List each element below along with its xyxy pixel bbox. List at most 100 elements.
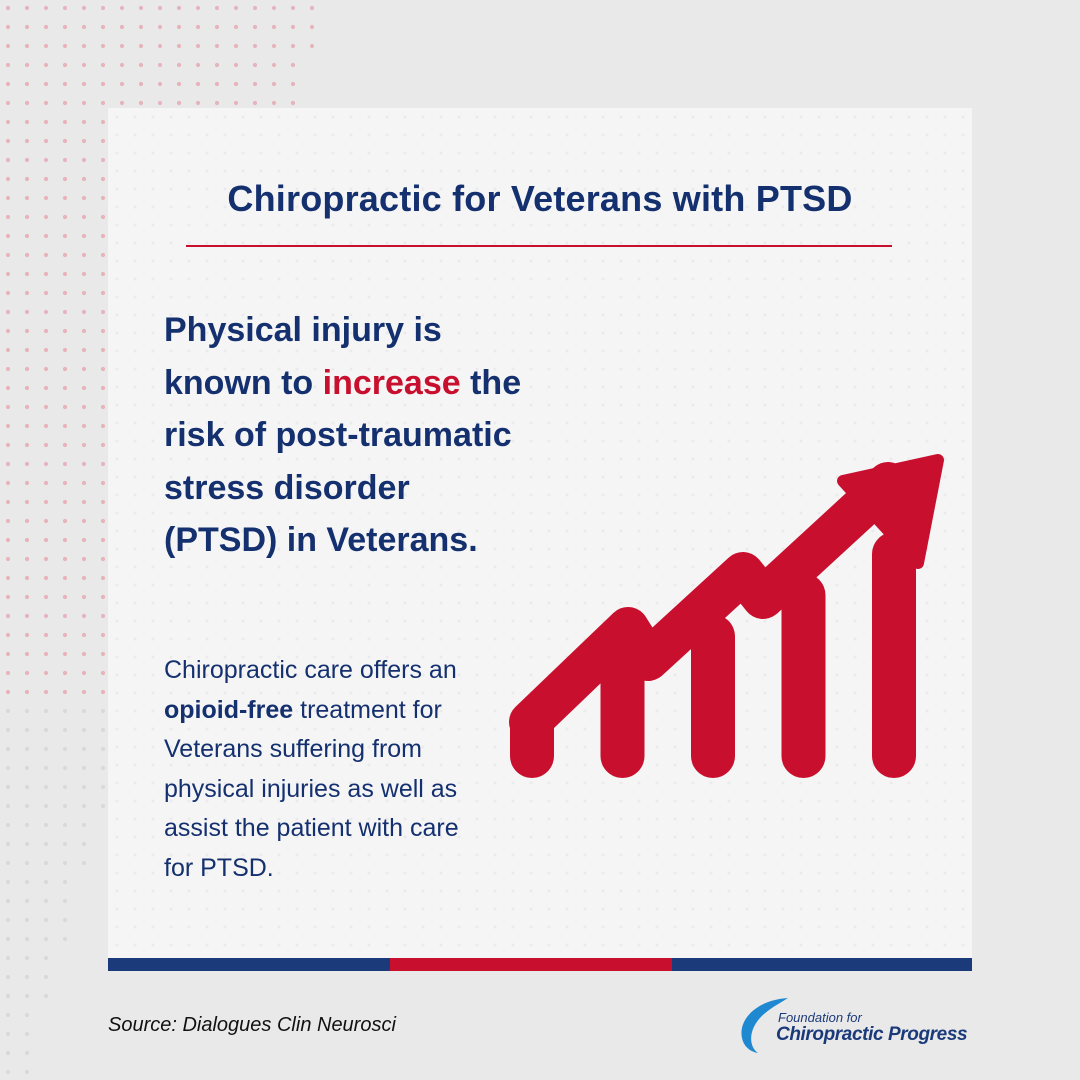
background-dot bbox=[290, 100, 296, 106]
background-dot bbox=[5, 214, 11, 220]
background-dot bbox=[195, 5, 201, 11]
background-dot bbox=[24, 955, 30, 961]
background-dot bbox=[43, 347, 49, 353]
background-dot bbox=[100, 594, 106, 600]
background-dot bbox=[5, 290, 11, 296]
background-dot bbox=[43, 5, 49, 11]
logo-text-line1: Foundation for bbox=[778, 1010, 862, 1025]
background-dot bbox=[62, 62, 68, 68]
background-dot bbox=[43, 290, 49, 296]
background-dot bbox=[5, 100, 11, 106]
background-dot bbox=[100, 480, 106, 486]
background-dot bbox=[24, 936, 30, 942]
background-dot bbox=[5, 138, 11, 144]
background-dot bbox=[5, 556, 11, 562]
background-dot bbox=[24, 138, 30, 144]
background-dot bbox=[43, 974, 49, 980]
background-dot bbox=[138, 43, 144, 49]
background-dot bbox=[24, 613, 30, 619]
background-dot bbox=[43, 43, 49, 49]
background-dot bbox=[24, 993, 30, 999]
background-dot bbox=[62, 442, 68, 448]
background-dot bbox=[43, 328, 49, 334]
background-dot bbox=[24, 518, 30, 524]
chart-bar bbox=[781, 573, 826, 778]
background-dot bbox=[100, 651, 106, 657]
background-dot bbox=[176, 100, 182, 106]
background-dot bbox=[214, 100, 220, 106]
background-dot bbox=[5, 727, 11, 733]
background-dot bbox=[43, 879, 49, 885]
background-dot bbox=[5, 1031, 11, 1037]
background-dot bbox=[24, 309, 30, 315]
background-dot bbox=[62, 385, 68, 391]
background-dot bbox=[157, 62, 163, 68]
background-dot bbox=[43, 955, 49, 961]
background-dot bbox=[62, 366, 68, 372]
background-dot bbox=[176, 81, 182, 87]
background-dot bbox=[5, 442, 11, 448]
background-dot bbox=[81, 271, 87, 277]
background-dot bbox=[24, 556, 30, 562]
background-dot bbox=[100, 271, 106, 277]
background-dot bbox=[24, 1069, 30, 1075]
headline-text-end: the risk of post-traumatic stress disord… bbox=[164, 363, 522, 560]
background-dot bbox=[176, 43, 182, 49]
background-dot bbox=[43, 670, 49, 676]
background-dot bbox=[24, 404, 30, 410]
background-dot bbox=[81, 746, 87, 752]
background-dot bbox=[5, 784, 11, 790]
background-dot bbox=[309, 24, 315, 30]
background-dot bbox=[43, 936, 49, 942]
background-dot bbox=[24, 157, 30, 163]
background-dot bbox=[100, 537, 106, 543]
background-dot bbox=[81, 24, 87, 30]
background-dot bbox=[233, 43, 239, 49]
background-dot bbox=[271, 24, 277, 30]
background-dot bbox=[100, 765, 106, 771]
background-dot bbox=[233, 100, 239, 106]
background-dot bbox=[24, 575, 30, 581]
background-dot bbox=[62, 461, 68, 467]
background-dot bbox=[81, 100, 87, 106]
background-dot bbox=[100, 708, 106, 714]
background-dot bbox=[119, 100, 125, 106]
background-dot bbox=[43, 727, 49, 733]
background-dot bbox=[157, 5, 163, 11]
background-dot bbox=[62, 727, 68, 733]
background-dot bbox=[5, 1012, 11, 1018]
background-dot bbox=[100, 632, 106, 638]
background-dot bbox=[43, 898, 49, 904]
background-dot bbox=[62, 81, 68, 87]
background-dot bbox=[43, 803, 49, 809]
background-dot bbox=[62, 138, 68, 144]
background-dot bbox=[24, 689, 30, 695]
background-dot bbox=[100, 81, 106, 87]
background-dot bbox=[62, 252, 68, 258]
background-dot bbox=[290, 62, 296, 68]
background-dot bbox=[100, 119, 106, 125]
background-dot bbox=[81, 594, 87, 600]
background-dot bbox=[252, 81, 258, 87]
background-dot bbox=[5, 803, 11, 809]
background-dot bbox=[119, 24, 125, 30]
background-dot bbox=[157, 24, 163, 30]
background-dot bbox=[157, 81, 163, 87]
background-dot bbox=[138, 62, 144, 68]
background-dot bbox=[24, 233, 30, 239]
background-dot bbox=[233, 81, 239, 87]
background-dot bbox=[43, 822, 49, 828]
background-dot bbox=[214, 5, 220, 11]
background-dot bbox=[43, 651, 49, 657]
background-dot bbox=[81, 480, 87, 486]
background-dot bbox=[43, 765, 49, 771]
background-dot bbox=[62, 480, 68, 486]
chart-bar bbox=[600, 655, 645, 778]
background-dot bbox=[24, 898, 30, 904]
background-dot bbox=[5, 271, 11, 277]
background-dot bbox=[62, 537, 68, 543]
background-dot bbox=[62, 233, 68, 239]
foundation-logo: Foundation for Chiropractic Progress bbox=[736, 990, 976, 1060]
background-dot bbox=[271, 5, 277, 11]
background-dot bbox=[81, 366, 87, 372]
